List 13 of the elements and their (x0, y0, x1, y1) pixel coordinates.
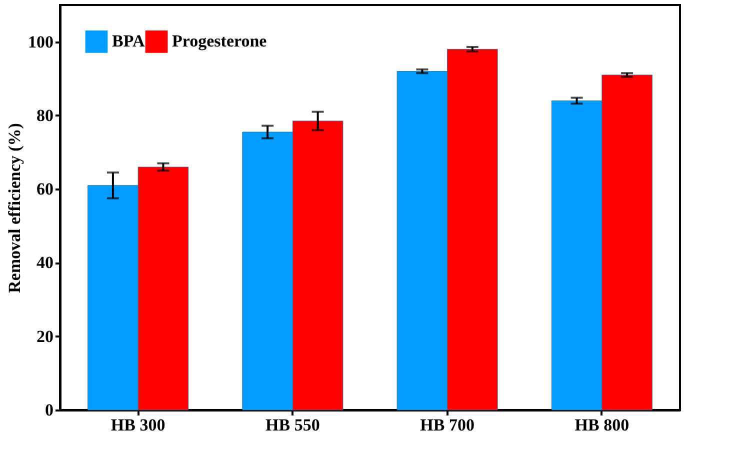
x-tick-label: HB 800 (574, 416, 630, 434)
legend-label: BPA (112, 32, 146, 51)
y-tick-label: 20 (36, 326, 54, 346)
x-tick-label: HB 700 (420, 416, 474, 434)
y-tick-label: 0 (45, 400, 54, 420)
y-tick-label: 100 (28, 32, 54, 52)
y-tick-label: 40 (36, 253, 54, 272)
x-tick-label: HB 300 (110, 416, 166, 434)
y-tick-label: 80 (36, 106, 54, 125)
legend-label: Progesterone (172, 32, 268, 51)
y-axis-title: Removal efficiency (%) (5, 123, 24, 293)
x-tick-label: HB 550 (266, 416, 320, 434)
y-tick-label: 60 (36, 180, 54, 199)
